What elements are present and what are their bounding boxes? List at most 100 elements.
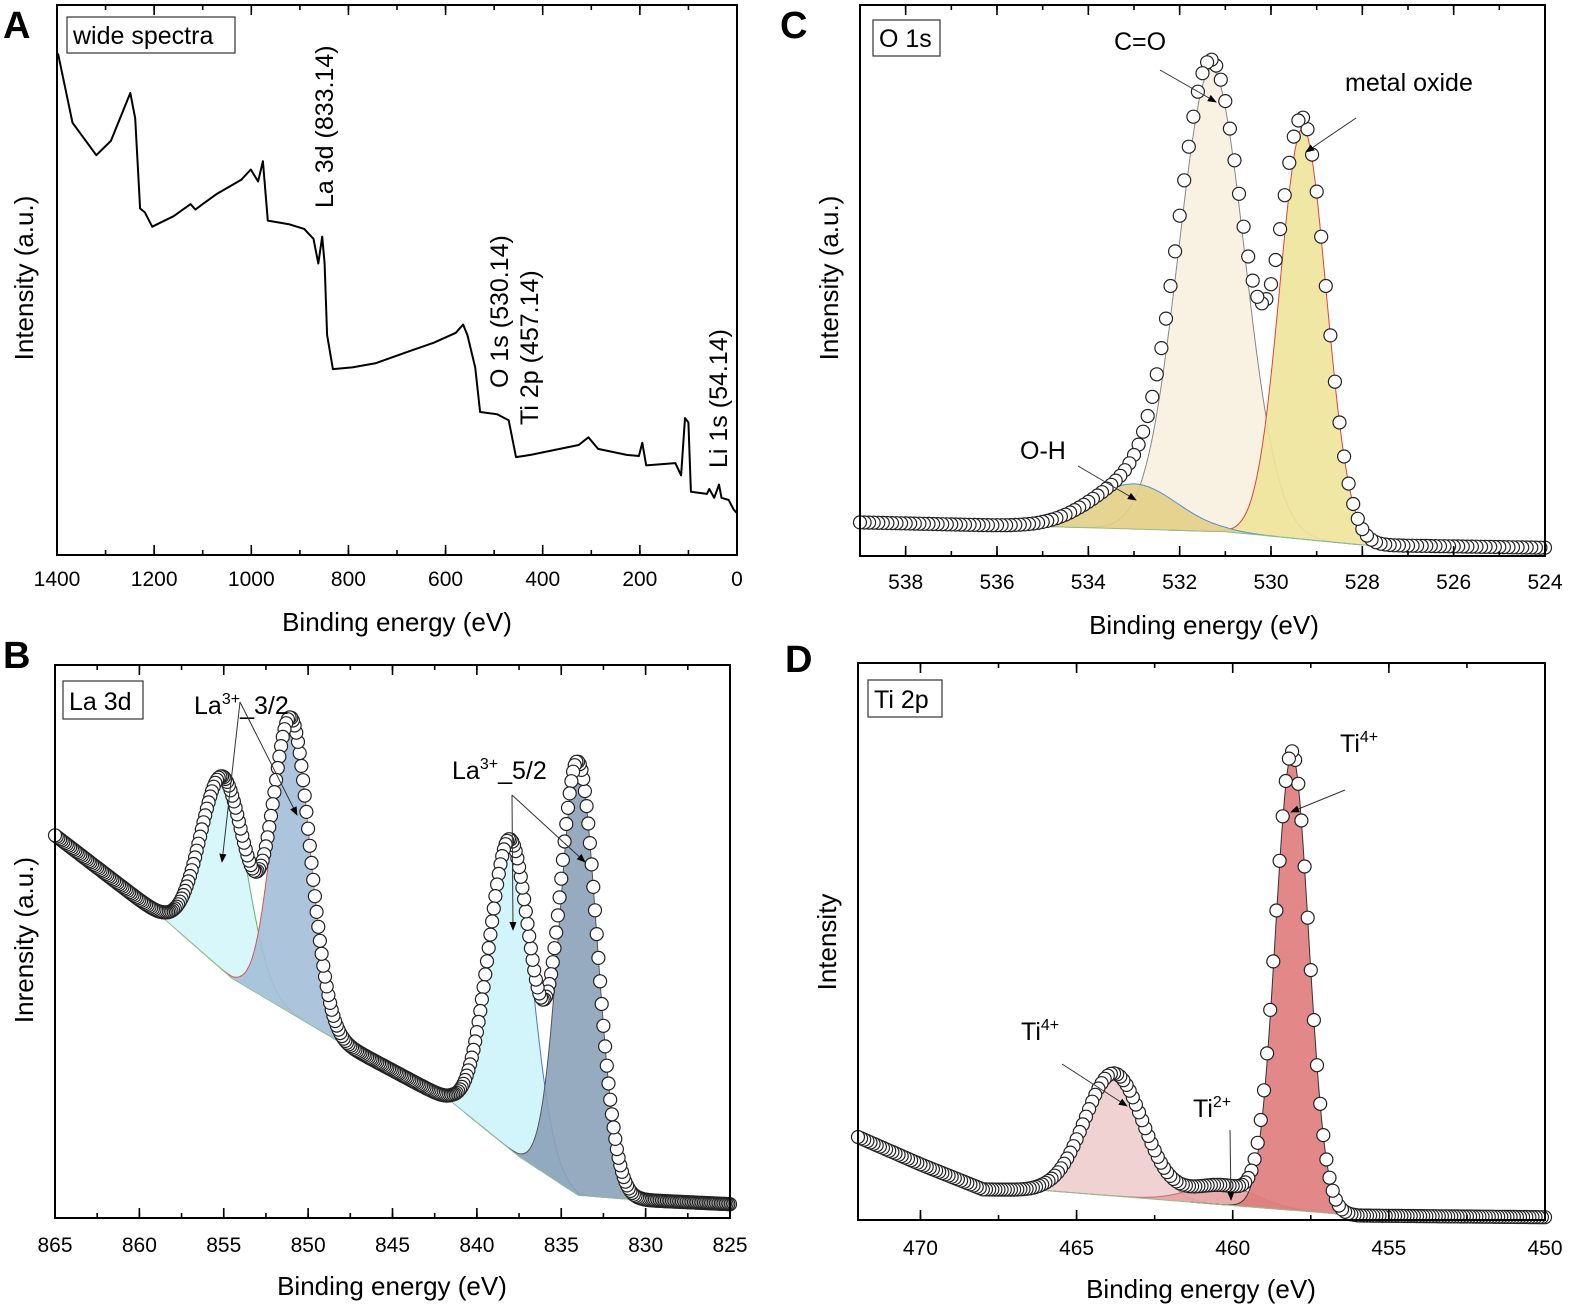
data-point <box>1222 121 1238 136</box>
data-point <box>314 946 329 961</box>
x-tick-label: 830 <box>628 1234 663 1257</box>
component-peak-fill <box>84 776 365 1056</box>
data-point <box>1177 173 1192 188</box>
component-peak-fill <box>1020 1185 1427 1217</box>
plot-frame <box>859 4 1546 557</box>
annotation-superscript: 2+ <box>1213 1094 1231 1111</box>
data-point <box>1325 1183 1340 1198</box>
x-tick-label: 200 <box>622 568 657 591</box>
annotation-base: Ti <box>1193 1095 1213 1123</box>
y-axis-title-a: Intensity (a.u.) <box>9 196 39 361</box>
data-point <box>299 804 314 820</box>
x-tick-label: 530 <box>1253 571 1288 594</box>
data-point <box>1181 139 1196 154</box>
data-point <box>1281 751 1297 766</box>
data-point <box>1268 252 1283 268</box>
data-point <box>486 901 501 916</box>
legend-label-a: wide spectra <box>72 22 213 50</box>
data-point <box>296 773 311 788</box>
x-tick-label: 840 <box>459 1234 494 1257</box>
data-point <box>1256 1083 1272 1098</box>
data-point <box>554 871 569 886</box>
data-point <box>557 834 572 849</box>
data-point <box>1309 1058 1325 1073</box>
annotation-metal-oxide: metal oxide <box>1345 69 1473 97</box>
annotation-arrow <box>219 701 241 863</box>
data-point <box>1245 273 1260 288</box>
data-point <box>1291 113 1306 128</box>
x-tick-label: 528 <box>1345 571 1380 594</box>
annotation-superscript: 4+ <box>1360 729 1378 746</box>
data-point <box>485 914 500 929</box>
data-point <box>306 872 321 887</box>
data-point <box>1140 408 1155 424</box>
data-point <box>1316 1127 1331 1143</box>
data-point <box>579 798 594 814</box>
data-point <box>1336 449 1352 464</box>
data-point <box>577 783 593 799</box>
component-peak-fill <box>177 720 406 1078</box>
data-point <box>1135 424 1151 439</box>
data-point <box>516 892 532 907</box>
data-point <box>1263 1002 1278 1018</box>
x-tick-label: 470 <box>903 1237 938 1260</box>
plot-area-a: 1400 1200 1000 800 600 400 200 0 <box>34 4 743 591</box>
data-point <box>474 992 489 1007</box>
data-point <box>1346 496 1361 512</box>
x-tick-label: 845 <box>375 1234 410 1257</box>
annotation-la3d: La 3d (833.14) <box>311 45 339 208</box>
x-tick-label: 455 <box>1371 1237 1406 1260</box>
x-tick-label: 850 <box>291 1234 326 1257</box>
component-peak-fill <box>1162 128 1446 547</box>
annotation-o1s: O 1s (530.14) <box>486 235 514 388</box>
data-point <box>592 974 608 989</box>
data-point <box>269 772 284 788</box>
annotation-arrow <box>511 794 586 863</box>
data-point <box>1282 155 1297 170</box>
annotation-arrow <box>239 701 298 816</box>
panel-b-la3d: B 865 860 855 850 845 840 835 830 825 La 3d La3+… <box>3 635 748 1301</box>
x-tick-label: 865 <box>37 1234 72 1257</box>
data-point <box>488 888 503 904</box>
data-point <box>608 1131 623 1147</box>
data-point <box>1319 1152 1334 1167</box>
data-point <box>316 958 331 973</box>
annotation-ti2p: Ti 2p (457.14) <box>516 270 544 425</box>
x-axis-title-c: Binding energy (eV) <box>1089 610 1319 640</box>
annotation-li1s: Li 1s (54.14) <box>705 329 733 468</box>
data-point <box>1250 289 1265 304</box>
plot-frame <box>857 662 1546 1221</box>
x-tick-label: 450 <box>1527 1237 1562 1260</box>
x-tick-label: 532 <box>1162 571 1197 594</box>
x-tick-label: 1400 <box>34 568 81 591</box>
data-point <box>1272 853 1287 868</box>
data-point <box>1186 109 1201 124</box>
data-point <box>1294 813 1309 828</box>
annotation-base: La <box>194 692 222 720</box>
data-point <box>1309 184 1324 199</box>
data-point <box>307 889 322 904</box>
component-peak-fill <box>379 839 643 1201</box>
data-point <box>520 916 535 931</box>
data-point <box>1327 374 1343 389</box>
plot-frame <box>54 664 731 1219</box>
data-point <box>587 903 603 918</box>
data-point <box>594 996 609 1012</box>
data-point <box>1303 962 1318 978</box>
x-tick-label: 534 <box>1071 571 1106 594</box>
data-point <box>581 816 596 831</box>
component-peak-fill <box>464 763 693 1203</box>
data-point <box>1277 188 1292 203</box>
data-point <box>476 979 491 995</box>
panel-letter-b: B <box>3 635 30 677</box>
data-point <box>604 1107 620 1122</box>
data-point <box>596 1018 611 1033</box>
annotation-arrow <box>509 794 517 931</box>
data-point <box>552 890 567 905</box>
data-point <box>302 838 317 853</box>
data-point <box>564 774 579 789</box>
data-point <box>1322 1170 1337 1185</box>
data-point <box>525 952 540 967</box>
data-point <box>1158 311 1174 326</box>
x-tick-label: 860 <box>122 1234 157 1257</box>
